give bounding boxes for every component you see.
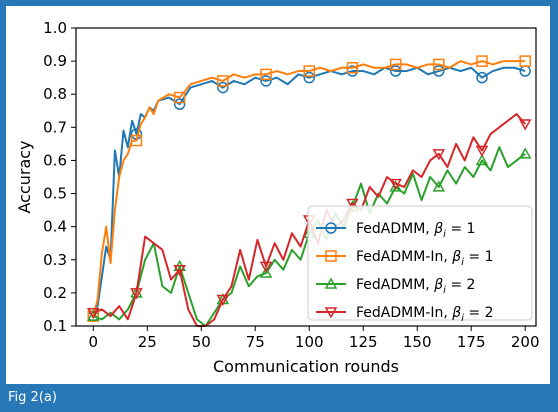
series-point-marker bbox=[259, 261, 273, 273]
series-point-marker bbox=[217, 81, 229, 94]
figure-caption: Fig 2(a) bbox=[8, 390, 57, 405]
series-point-marker bbox=[389, 58, 402, 71]
series-point-marker bbox=[303, 65, 315, 77]
legend-entry: FedADMM, βi = 2 bbox=[316, 277, 475, 296]
series-point-marker bbox=[432, 149, 446, 161]
series-point-marker bbox=[389, 65, 402, 77]
legend-entry: FedADMM, βi = 1 bbox=[316, 221, 475, 240]
legend-label: FedADMM, βi = 1 bbox=[356, 221, 475, 240]
x-tick-label: 200 bbox=[511, 333, 540, 351]
y-tick-label: 0.1 bbox=[43, 317, 67, 335]
legend-swatch-marker bbox=[325, 250, 337, 262]
y-tick-label: 0.5 bbox=[43, 185, 67, 203]
y-tick-label: 0.3 bbox=[43, 251, 67, 269]
y-tick-label: 0.4 bbox=[43, 218, 67, 236]
series-point-marker bbox=[476, 71, 488, 84]
series-point-marker bbox=[173, 91, 186, 104]
y-axis-ticks: 0.1 0.2 0.3 0.4 0.5 0.6 0.7 0.8 0.9 1.0 bbox=[43, 19, 76, 335]
legend-swatch-marker bbox=[325, 222, 337, 234]
y-tick-label: 0.2 bbox=[43, 284, 67, 302]
plot-area-frame bbox=[75, 27, 537, 327]
x-tick-label: 100 bbox=[295, 333, 324, 351]
x-tick-label: 75 bbox=[246, 333, 265, 351]
x-tick-label: 150 bbox=[403, 333, 432, 351]
series-point-marker bbox=[389, 178, 402, 191]
series-point-marker bbox=[217, 75, 229, 87]
series-point-marker bbox=[433, 65, 445, 77]
x-tick-label: 175 bbox=[457, 333, 486, 351]
series-point-marker bbox=[432, 180, 446, 192]
series-point-marker bbox=[216, 294, 230, 307]
y-tick-label: 0.7 bbox=[43, 118, 67, 136]
series-point-marker bbox=[346, 61, 359, 74]
legend-entry: FedADMM-In, βi = 1 bbox=[316, 249, 494, 268]
series-point-marker bbox=[389, 180, 402, 192]
x-axis-ticks: 0 25 50 75 100 125 150 175 200 bbox=[89, 326, 540, 351]
plot-card: 0 25 50 75 100 125 150 175 200 0.1 0.2 0.3 0.4 0.5 0.… bbox=[6, 6, 550, 384]
series-point-marker bbox=[87, 309, 100, 321]
legend-box bbox=[307, 205, 533, 321]
series-point-marker bbox=[433, 58, 445, 71]
series-point-marker bbox=[519, 55, 531, 67]
accuracy-line-chart: 0 25 50 75 100 125 150 175 200 0.10.20.30.40.50.… bbox=[15, 19, 540, 376]
legend-items: FedADMM, βi = 1 FedADMM-In, βi = 1 FedADMM… bbox=[316, 221, 494, 324]
series-point-marker bbox=[260, 68, 272, 81]
series-point-marker bbox=[475, 145, 489, 158]
series-point-marker bbox=[518, 147, 532, 159]
series-point-marker bbox=[476, 55, 488, 67]
series-point-marker bbox=[130, 134, 143, 147]
x-tick-label: 25 bbox=[138, 333, 157, 351]
legend-swatch-marker bbox=[324, 277, 338, 289]
y-tick-label: 1.0 bbox=[43, 19, 67, 37]
series-point-marker bbox=[518, 119, 532, 131]
y-tick-label: 0.8 bbox=[43, 85, 67, 103]
series-point-marker bbox=[346, 198, 359, 211]
legend-swatch-marker bbox=[324, 307, 338, 319]
series-point-marker bbox=[475, 153, 489, 166]
series-point-marker bbox=[130, 288, 143, 300]
series-point-marker bbox=[303, 71, 315, 84]
y-tick-label: 0.6 bbox=[43, 151, 67, 169]
legend-entry: FedADMM-In, βi = 2 bbox=[316, 305, 494, 324]
x-tick-label: 50 bbox=[192, 333, 211, 351]
x-axis-title: Communication rounds bbox=[213, 357, 399, 376]
y-tick-label: 0.9 bbox=[43, 52, 67, 70]
series-point-marker bbox=[173, 264, 186, 277]
series-point-marker bbox=[173, 98, 186, 110]
legend-label: FedADMM-In, βi = 1 bbox=[356, 249, 494, 268]
series-point-marker bbox=[260, 75, 272, 87]
x-tick-label: 125 bbox=[349, 333, 378, 351]
legend: FedADMM, βi = 1 FedADMM-In, βi = 1 FedADMM… bbox=[307, 205, 533, 324]
legend-label: FedADMM, βi = 2 bbox=[356, 277, 475, 296]
series-point-marker bbox=[259, 266, 273, 278]
y-axis-title: Accuracy bbox=[15, 140, 34, 213]
x-tick-label: 0 bbox=[89, 333, 99, 351]
legend-label: FedADMM-In, βi = 2 bbox=[356, 305, 494, 324]
series-point-marker bbox=[87, 308, 100, 320]
